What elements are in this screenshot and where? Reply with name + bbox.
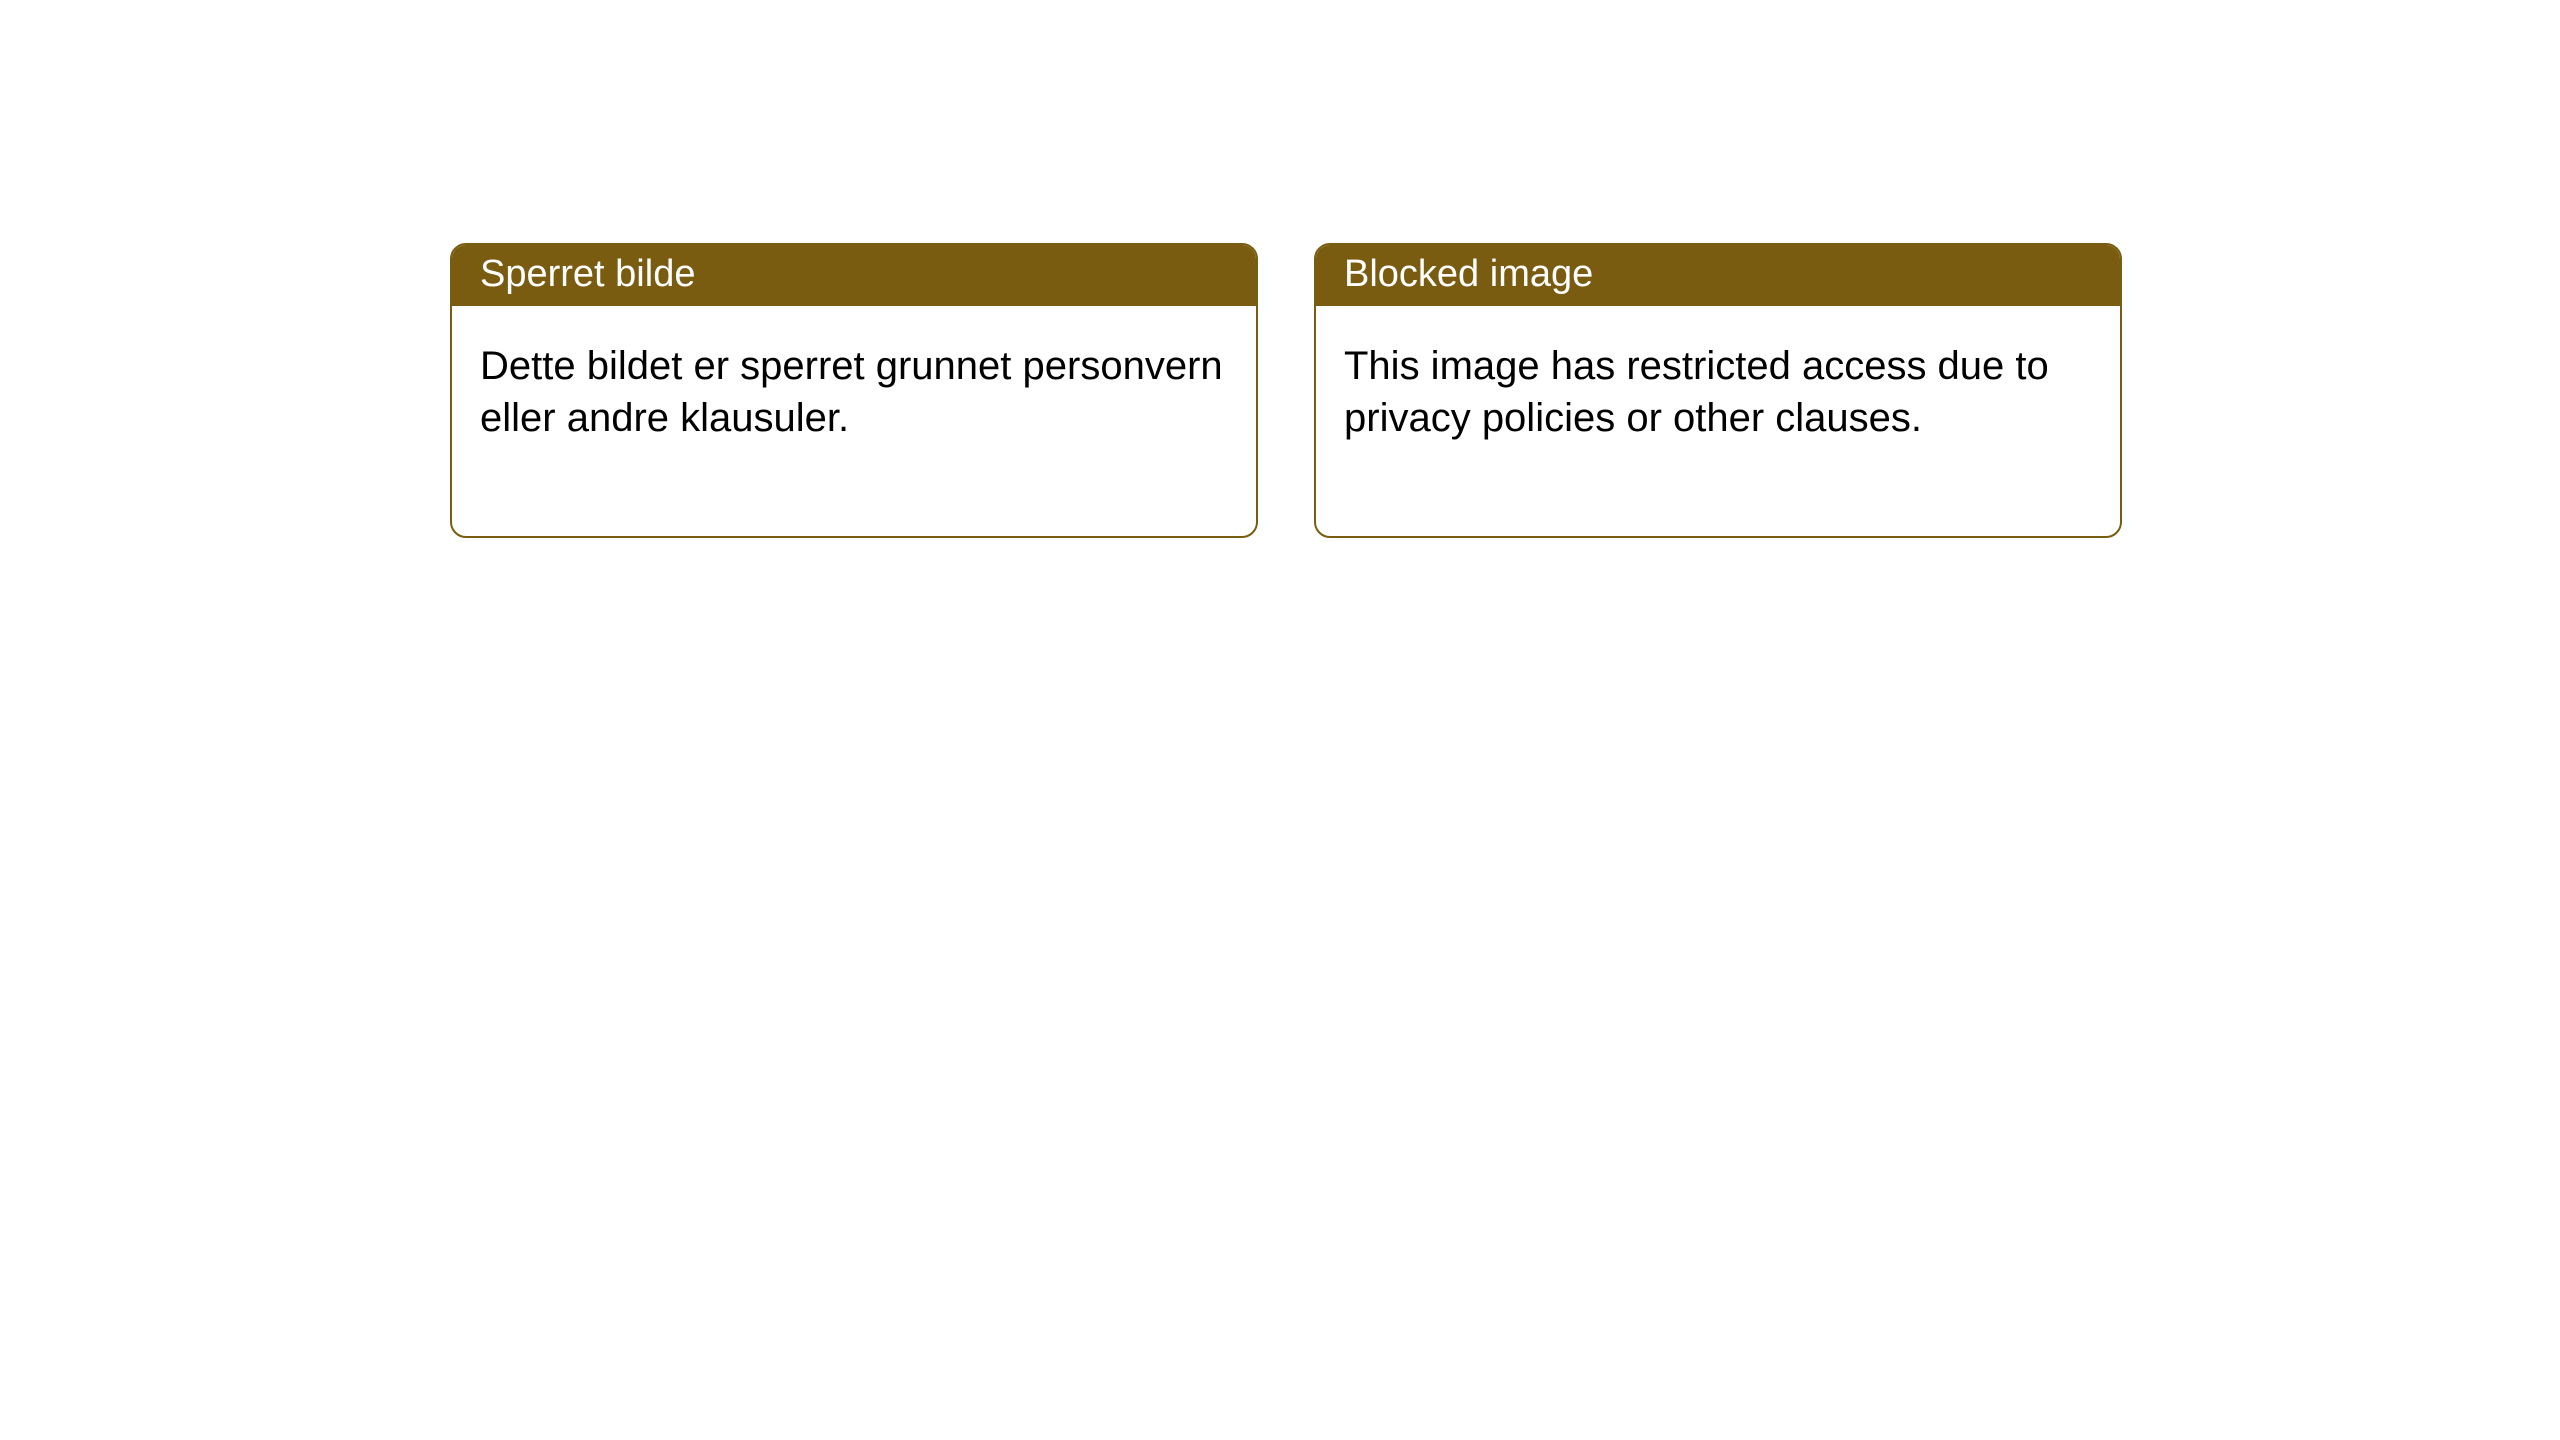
notice-container: Sperret bilde Dette bildet er sperret gr…: [0, 0, 2560, 538]
notice-card-english: Blocked image This image has restricted …: [1314, 243, 2122, 538]
notice-title: Blocked image: [1316, 245, 2120, 306]
notice-body: This image has restricted access due to …: [1316, 306, 2120, 536]
notice-title: Sperret bilde: [452, 245, 1256, 306]
notice-body: Dette bildet er sperret grunnet personve…: [452, 306, 1256, 536]
notice-card-norwegian: Sperret bilde Dette bildet er sperret gr…: [450, 243, 1258, 538]
